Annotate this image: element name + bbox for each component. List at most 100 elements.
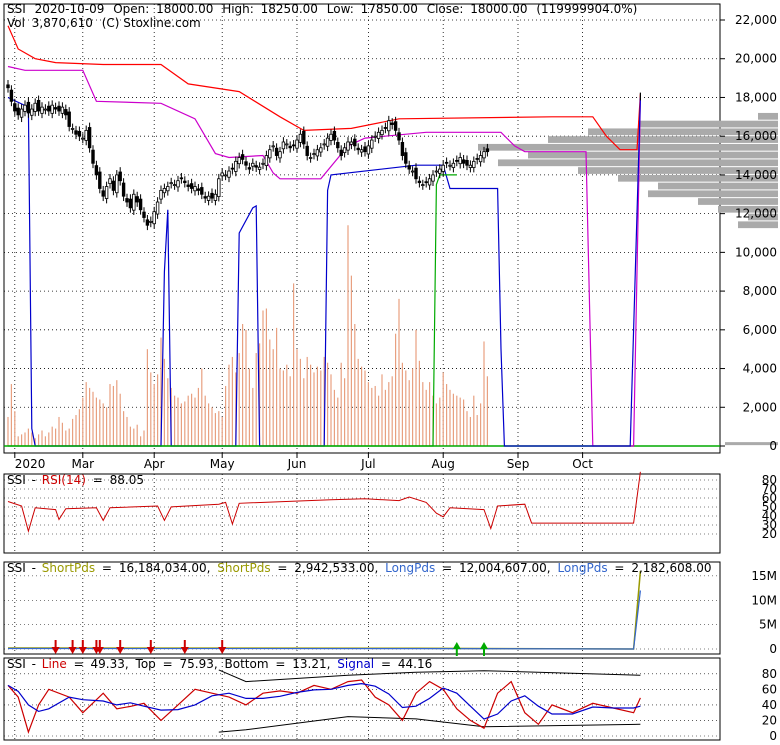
volume-profile-bar bbox=[578, 167, 778, 174]
candle-body bbox=[47, 105, 51, 112]
candle-body bbox=[247, 167, 252, 170]
long-pds-2: 2,182,608.00 bbox=[631, 561, 711, 575]
candle-body bbox=[441, 164, 445, 172]
osc-bottom-value: 13.21 bbox=[292, 657, 326, 671]
candle-body bbox=[145, 219, 150, 226]
candle-body bbox=[427, 178, 432, 186]
osc-signal-value: 44.16 bbox=[398, 657, 432, 671]
volume-profile-bar bbox=[528, 151, 778, 159]
candle-body bbox=[244, 161, 248, 166]
candle-body bbox=[142, 211, 146, 218]
date-x-tick-label: Jul bbox=[360, 457, 375, 471]
osc-y-tick-label: 0 bbox=[769, 729, 777, 743]
price-y-tick-label: 12,000 bbox=[735, 207, 777, 221]
candle-body bbox=[121, 182, 126, 197]
candle-body bbox=[271, 145, 275, 148]
candle-body bbox=[366, 145, 371, 155]
candle-body bbox=[91, 149, 95, 164]
volume-profile-bar bbox=[618, 174, 778, 182]
candle-body bbox=[298, 133, 303, 143]
candle-body bbox=[179, 177, 184, 180]
candle-body bbox=[458, 157, 462, 165]
osc-top-value: 75.93 bbox=[180, 657, 214, 671]
date-x-tick-label: May bbox=[210, 457, 235, 471]
rsi-legend: SSI - RSI(14) = 88.05 bbox=[7, 473, 144, 487]
candle-body bbox=[189, 183, 194, 189]
rsi-y-tick-label: 70 bbox=[762, 482, 777, 496]
candle-body bbox=[261, 162, 265, 165]
candle-body bbox=[349, 141, 354, 145]
candle-body bbox=[60, 106, 65, 114]
candle-body bbox=[19, 108, 24, 118]
price-y-tick-label: 20,000 bbox=[735, 52, 777, 66]
candle-body bbox=[407, 165, 411, 170]
down-arrow-head bbox=[51, 647, 60, 654]
low-value: 17850.00 bbox=[361, 2, 418, 16]
candle-body bbox=[23, 104, 27, 112]
candle-body bbox=[53, 107, 58, 110]
candle-body bbox=[278, 151, 282, 159]
pds-legend: SSI - ShortPds = 16,184,034.00, ShortPds… bbox=[7, 561, 711, 575]
price-y-tick-label: 8,000 bbox=[743, 284, 777, 298]
candle-body bbox=[438, 168, 442, 174]
down-arrow-head bbox=[68, 647, 77, 654]
pds-y-tick-label: 10M bbox=[751, 593, 777, 607]
date-x-tick-label: Oct bbox=[572, 457, 593, 471]
osc-y-tick-label: 80 bbox=[762, 667, 777, 681]
candle-body bbox=[172, 184, 177, 186]
copyright: (C) Stoxline.com bbox=[102, 16, 201, 30]
candle-body bbox=[186, 184, 190, 187]
candle-body bbox=[363, 146, 367, 153]
price-y-tick-label: 22,000 bbox=[735, 13, 777, 27]
candle-body bbox=[424, 181, 428, 184]
price-y-tick-label: 2,000 bbox=[743, 400, 777, 414]
candle-body bbox=[6, 84, 10, 89]
candle-body bbox=[125, 198, 129, 203]
price-y-tick-label: 18,000 bbox=[735, 90, 777, 104]
price-y-tick-label: 16,000 bbox=[735, 129, 777, 143]
candle-body bbox=[336, 141, 340, 149]
date-x-tick-label: 2020 bbox=[15, 457, 46, 471]
candle-body bbox=[94, 165, 99, 176]
candle-body bbox=[410, 170, 415, 173]
pds-lines: 15M 10M 5M 0 bbox=[7, 569, 777, 656]
candle-body bbox=[482, 151, 486, 159]
volume-profile-bar bbox=[748, 213, 778, 221]
candle-body bbox=[223, 174, 228, 177]
candle-body bbox=[400, 141, 405, 156]
osc-top-line bbox=[218, 669, 641, 683]
osc-y-tick-label: 60 bbox=[762, 682, 777, 696]
down-arrow-head bbox=[78, 647, 87, 654]
candle-body bbox=[325, 137, 330, 147]
candle-body bbox=[213, 193, 218, 201]
candle-body bbox=[393, 121, 398, 131]
quote-date: 2020-10-09 bbox=[35, 2, 105, 16]
candle-body bbox=[302, 130, 306, 145]
price-y-tick-label: 6,000 bbox=[743, 323, 777, 337]
candle-body bbox=[64, 109, 68, 116]
green-line bbox=[8, 174, 457, 447]
volume-profile-bar bbox=[698, 198, 778, 205]
candle-body bbox=[339, 149, 343, 156]
short-pds-1: 16,184,034.00 bbox=[119, 561, 207, 575]
candle-body bbox=[455, 159, 459, 162]
candle-body bbox=[264, 155, 269, 167]
osc-y-tick-label: 40 bbox=[762, 698, 777, 712]
down-arrow-head bbox=[116, 647, 125, 654]
candle-body bbox=[230, 167, 235, 170]
candle-body bbox=[254, 165, 258, 168]
change-value: (119999904.0%) bbox=[536, 2, 637, 16]
candle-body bbox=[149, 220, 153, 223]
candle-body bbox=[237, 157, 241, 165]
symbol: SSI bbox=[7, 2, 26, 16]
candle-body bbox=[322, 143, 326, 146]
candle-body bbox=[115, 174, 119, 194]
long-pds-1: 12,004,607.00 bbox=[459, 561, 547, 575]
long-pds-line bbox=[7, 590, 641, 650]
candle-body bbox=[356, 147, 360, 151]
osc-signal-line bbox=[7, 682, 641, 720]
rsi-y-tick-label: 50 bbox=[762, 500, 777, 514]
candle-body bbox=[16, 107, 20, 116]
up-arrow-head bbox=[480, 642, 488, 649]
candle-body bbox=[468, 164, 473, 168]
